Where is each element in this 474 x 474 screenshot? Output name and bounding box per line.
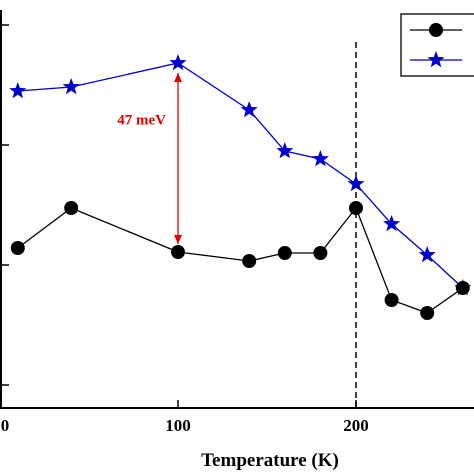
x-tick-label: 0 — [1, 416, 10, 435]
legend — [400, 13, 474, 77]
star-marker — [418, 246, 436, 263]
star-marker — [9, 82, 27, 99]
circle-marker — [348, 201, 363, 215]
circle-marker — [455, 281, 470, 295]
series-line — [17, 206, 464, 314]
star-marker — [311, 150, 329, 167]
x-axis-title: Temperature (K) — [201, 450, 339, 471]
circle-marker — [277, 246, 292, 260]
star-marker — [427, 51, 445, 68]
circle-marker — [242, 254, 257, 268]
star-marker — [276, 142, 294, 159]
circle-marker — [10, 241, 25, 255]
circle-marker — [170, 245, 185, 259]
star-marker — [62, 78, 80, 95]
x-tick-label: 200 — [343, 416, 369, 435]
star-marker — [347, 175, 365, 192]
series-line — [17, 62, 464, 289]
star-marker — [383, 215, 401, 232]
x-tick-label: 100 — [165, 416, 191, 435]
arrow-head — [173, 235, 182, 244]
annotation-text: 47 meV — [117, 113, 166, 129]
circle-marker — [64, 201, 79, 215]
circle-marker — [420, 306, 435, 320]
star-marker — [240, 101, 258, 118]
circle-marker — [384, 293, 399, 307]
star-marker — [169, 54, 187, 71]
arrow-head — [173, 73, 182, 82]
circle-marker — [429, 23, 443, 37]
circle-marker — [313, 246, 328, 260]
